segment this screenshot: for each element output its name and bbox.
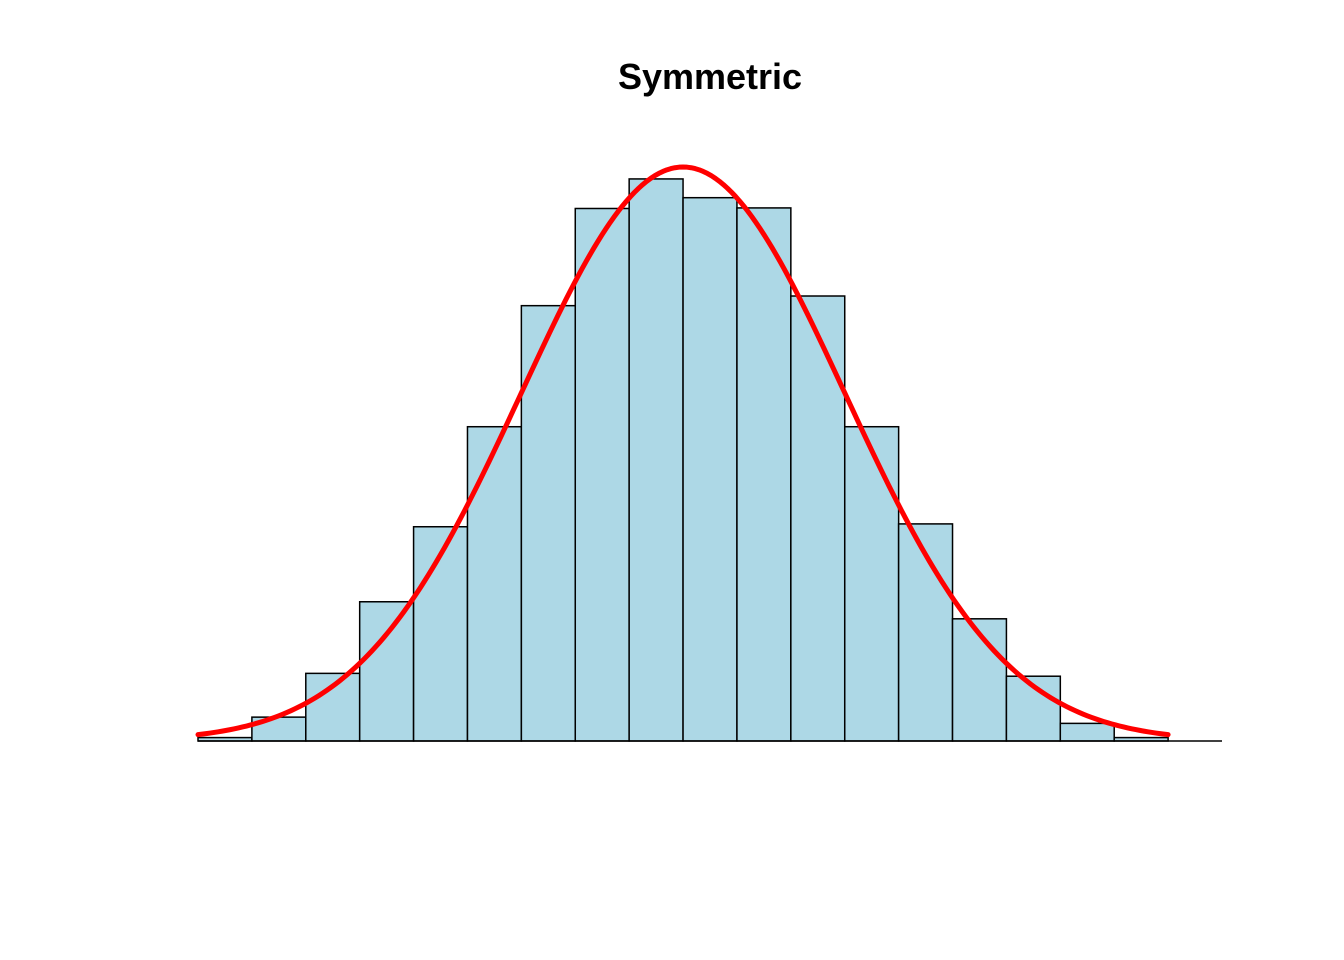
histogram-bar xyxy=(574,207,630,742)
histogram-bars xyxy=(197,178,1169,742)
histogram-bar xyxy=(1059,722,1115,742)
histogram-bar xyxy=(951,618,1008,742)
chart-title: Symmetric xyxy=(617,56,803,97)
histogram-bar xyxy=(358,601,415,742)
density-curve xyxy=(195,164,1171,738)
histogram-bar xyxy=(682,196,738,742)
histogram-bar xyxy=(628,178,684,742)
histogram-bar xyxy=(466,425,523,742)
histogram-bar xyxy=(897,523,954,742)
histogram-bar xyxy=(412,525,469,742)
histogram-bar xyxy=(843,425,900,742)
histogram-bar xyxy=(790,295,846,742)
histogram-bar xyxy=(736,207,792,742)
